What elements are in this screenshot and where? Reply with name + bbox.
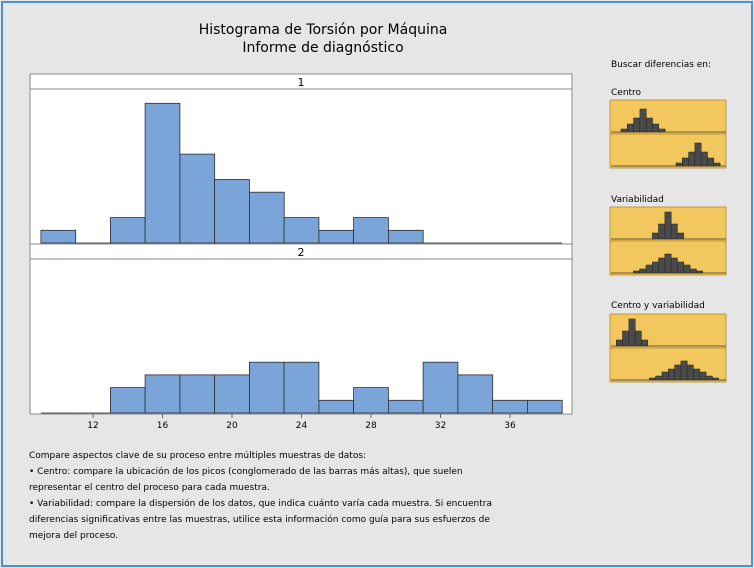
panel-2-bar [144,374,181,414]
center-icon-bar [633,117,641,133]
report-title: Histograma de Torsión por Máquina [198,22,448,38]
x-tick-label: 16 [157,421,169,431]
center-icon-bar [627,123,634,133]
panel-1-bar [318,229,355,244]
notes-bullet-center: • Centro: compare la ubicación de los pi… [29,467,463,493]
variability-icon-bar [664,253,672,274]
center-variability-icon-bar [622,330,630,347]
center-icon-bar [707,157,715,167]
center-icon-bar [652,123,660,133]
center-icon-bar [700,151,708,167]
x-tick-label: 12 [87,421,98,431]
panel-1-bar [40,229,77,244]
panel-2-bar [248,361,285,414]
panel-1-bar [353,217,389,244]
center-variability-icon-bar [641,339,649,347]
variability-icon-bar [658,257,666,274]
variability-icon-bar [670,257,678,274]
sidebar-heading: Buscar diferencias en: [611,60,712,70]
x-tick-label: 36 [504,421,516,431]
center-icon-bar [682,157,689,167]
center-variability-icon-bar [686,364,694,381]
x-tick-label: 28 [365,421,377,431]
x-tick-label: 24 [296,421,308,431]
center-variability-icon-bar [634,330,642,347]
center-icon-bar [694,142,702,167]
center-variability-icon-bar [674,364,682,381]
center-variability-label: Centro y variabilidad [611,301,705,311]
variability-icon-bar [652,232,659,240]
variability-icon-bar [639,268,647,274]
panel-2-bar [318,399,355,414]
variability-label: Variabilidad [611,195,664,205]
diagnostic-icons [609,99,727,383]
panel-1-bar [144,102,181,244]
variability-icon-bar [645,264,653,274]
panel-2-bar [422,361,459,414]
variability-icon-bar [652,261,659,274]
variability-icon-bar [670,223,678,240]
panel-1-bar [110,217,146,244]
panel-2-bar [457,374,494,414]
x-axis: 12 16 20 24 28 32 36 [30,413,572,431]
center-variability-icon-bar [680,360,688,381]
panel-1-bar [283,217,320,244]
notes-bullet-variability: • Variabilidad: compare la dispersión de… [29,499,492,541]
center-icon-bar [658,128,666,133]
panel-2-bar [492,399,528,414]
x-tick-label: 32 [435,421,446,431]
center-icon-bar [620,128,628,133]
center-icon-bar [639,108,647,133]
panel-1-bar [179,153,216,244]
variability-icon-bar [677,261,685,274]
notes-intro: Compare aspectos clave de su proceso ent… [29,451,367,461]
panel-1-bar [248,191,285,244]
center-variability-icon-bar [668,368,675,381]
center-icon-bar [688,151,696,167]
variability-icon-bar [664,211,672,240]
panel-1-bar [214,179,250,244]
panel-2-bar [283,361,320,414]
panel-1-label: 1 [298,76,305,89]
variability-icon-bar [658,223,666,240]
panel-2-bar [214,374,250,414]
center-variability-icon-bar [628,318,636,347]
center-variability-icon-bar [705,375,713,381]
panel-2-bar [527,399,563,414]
notes: Compare aspectos clave de su proceso ent… [29,448,499,544]
panel-2-bar [110,387,146,414]
variability-icon-bar [683,264,691,274]
center-variability-icon-bar [693,368,701,381]
center-icon-bar [675,162,683,167]
panel-2-bar [179,374,216,414]
center-label: Centro [611,88,642,98]
panel-2-label: 2 [298,246,305,259]
center-variability-icon-bar [616,339,623,347]
variability-icon-bar [689,268,697,274]
panel-1-bar [387,229,424,244]
center-icon-bar [713,162,721,167]
panel-2-bar [353,387,389,414]
panel-2-bars [40,361,563,414]
variability-icon-bar [677,232,685,240]
x-tick-label: 20 [226,421,238,431]
center-icon-bar [645,117,653,133]
panel-1-bars [40,102,563,244]
report-subtitle: Informe de diagnóstico [242,40,404,56]
panel-2-bar [387,399,424,414]
center-variability-icon-bar [699,371,707,381]
center-variability-icon-bar [661,371,669,381]
center-variability-icon-bar [655,375,663,381]
